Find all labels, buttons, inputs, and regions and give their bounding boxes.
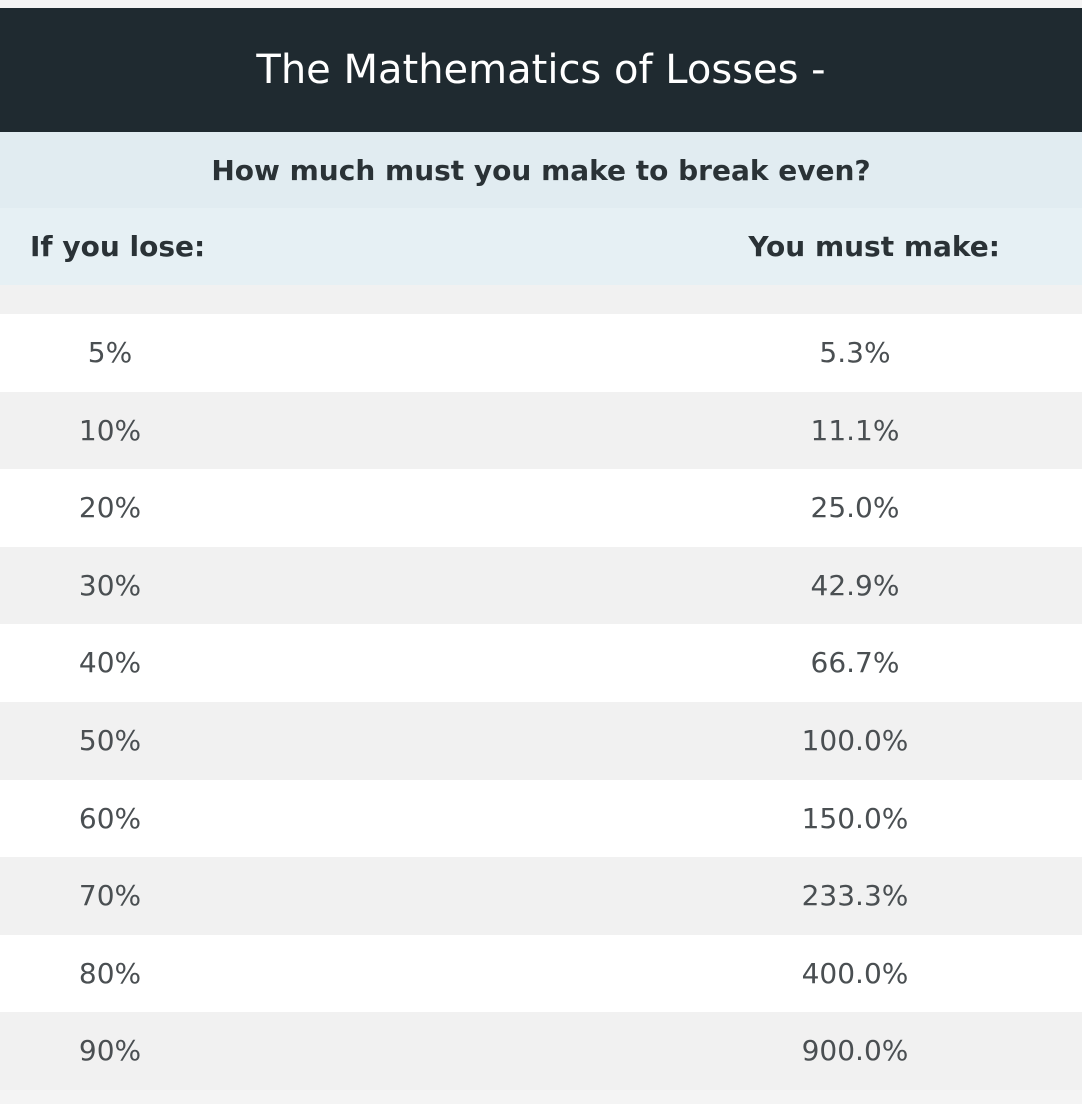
table-row: 50% 100.0% [0,701,1082,780]
gain-cell: 25.0% [810,491,900,525]
spacer [0,285,1082,314]
column-header-gain: You must make: [748,230,1000,263]
loss-cell: 70% [78,879,142,913]
table-row: 10% 11.1% [0,391,1082,470]
table-row: 30% 42.9% [0,546,1082,625]
loss-cell: 20% [78,491,142,525]
loss-cell: 40% [78,646,142,680]
gain-cell: 5.3% [819,336,891,369]
table-row: 90% 900.0% [0,1012,1082,1090]
column-header-row: If you lose: You must make: [0,208,1082,285]
gain-cell: 42.9% [810,568,900,602]
table-row: 40% 66.7% [0,624,1082,702]
table-subtitle: How much must you make to break even? [0,132,1082,208]
gain-cell: 100.0% [801,723,909,757]
column-header-loss: If you lose: [30,230,206,263]
table-row: 70% 233.3% [0,857,1082,935]
loss-cell: 60% [78,801,142,835]
table-row: 60% 150.0% [0,779,1082,858]
loss-cell: 10% [78,413,142,447]
gain-cell: 400.0% [801,956,909,990]
table-body: 5% 5.3% 10% 11.1% 20% 25.0% 30% 42.9% 40% 66.7% 50… [0,314,1082,1090]
loss-cell: 90% [78,1034,142,1068]
table-row: 5% 5.3% [0,314,1082,392]
gain-cell: 11.1% [810,413,900,447]
gain-cell: 900.0% [801,1034,909,1068]
loss-cell: 50% [78,723,142,757]
table-row: 80% 400.0% [0,934,1082,1013]
loss-cell: 30% [78,568,142,602]
gain-cell: 233.3% [801,879,909,913]
gain-cell: 66.7% [810,646,900,680]
table-title: The Mathematics of Losses - [0,8,1082,132]
loss-cell: 5% [87,336,133,369]
table-row: 20% 25.0% [0,469,1082,547]
gain-cell: 150.0% [801,801,909,835]
loss-cell: 80% [78,956,142,990]
